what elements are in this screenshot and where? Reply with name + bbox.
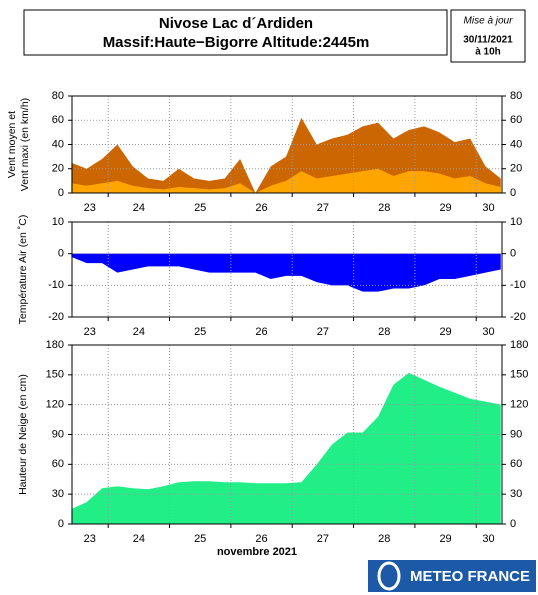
area [71, 168, 501, 193]
y-tick-label: 90 [510, 428, 522, 440]
y-tick-label: 40 [52, 138, 64, 150]
y-tick-label: 10 [510, 216, 522, 228]
y-tick-label: 120 [46, 399, 64, 411]
x-tick-label: 30 [482, 326, 494, 338]
title-line: Nivose Lac d´Ardiden [159, 15, 313, 32]
x-tick-label: 26 [255, 533, 267, 545]
x-tick-label: 24 [133, 533, 145, 545]
area [71, 253, 501, 292]
x-tick-label: 29 [439, 326, 451, 338]
update-date: 30/11/2021 [463, 35, 513, 46]
y-tick-label: 0 [58, 518, 64, 530]
y-tick-label: 150 [46, 369, 64, 381]
y-tick-label: 20 [52, 163, 64, 175]
x-tick-label: 28 [378, 533, 390, 545]
y-axis-label: Température Air (en ˚C) [17, 215, 29, 325]
x-tick-label: 26 [255, 202, 267, 214]
y-tick-label: 0 [58, 187, 64, 199]
x-tick-label: 30 [482, 202, 494, 214]
y-tick-label: 60 [510, 458, 522, 470]
y-tick-label: 180 [46, 339, 64, 351]
y-tick-label: 0 [510, 248, 516, 260]
update-box [450, 9, 526, 63]
update-label: Mise à jour [464, 16, 514, 27]
y-tick-label: -20 [510, 311, 526, 323]
y-tick-label: 90 [52, 428, 64, 440]
area [71, 372, 501, 524]
y-axis-label: Hauteur de Neige (en cm) [17, 374, 29, 495]
x-tick-label: 24 [133, 326, 145, 338]
x-tick-label: 23 [84, 202, 96, 214]
y-axis-label: Vent maxi (en km/h) [19, 98, 31, 191]
area [71, 117, 501, 193]
x-tick-label: 27 [317, 326, 329, 338]
y-tick-label: 30 [510, 488, 522, 500]
y-tick-label: 120 [510, 399, 528, 411]
plot-frame [71, 344, 503, 525]
y-tick-label: 80 [510, 90, 522, 102]
x-tick-label: 23 [84, 533, 96, 545]
x-tick-label: 27 [317, 533, 329, 545]
update-time: à 10h [475, 47, 501, 58]
y-tick-label: 40 [510, 138, 522, 150]
y-tick-label: 80 [52, 90, 64, 102]
x-tick-label: 24 [133, 202, 145, 214]
logo-text: METEO FRANCE [410, 568, 530, 585]
logo-icon [377, 561, 401, 591]
y-tick-label: 0 [510, 187, 516, 199]
y-tick-label: -20 [48, 311, 64, 323]
y-tick-label: 0 [58, 248, 64, 260]
title-box [23, 9, 448, 56]
x-tick-label: 25 [194, 202, 206, 214]
y-tick-label: 60 [510, 114, 522, 126]
x-tick-label: 27 [317, 202, 329, 214]
x-tick-label: 29 [439, 202, 451, 214]
y-tick-label: 60 [52, 458, 64, 470]
y-tick-label: 0 [510, 518, 516, 530]
y-axis-label: Vent moyen et [6, 111, 18, 178]
y-tick-label: 180 [510, 339, 528, 351]
x-axis-label: novembre 2021 [217, 546, 297, 558]
x-tick-label: 28 [378, 326, 390, 338]
y-tick-label: 20 [510, 163, 522, 175]
x-tick-label: 29 [439, 533, 451, 545]
logo: METEO FRANCE [368, 560, 536, 592]
x-tick-label: 26 [255, 326, 267, 338]
plot-frame [71, 95, 503, 194]
x-tick-label: 25 [194, 326, 206, 338]
plot-frame [71, 221, 503, 318]
x-tick-label: 23 [84, 326, 96, 338]
y-tick-label: -10 [48, 279, 64, 291]
y-tick-label: 10 [52, 216, 64, 228]
y-tick-label: 30 [52, 488, 64, 500]
y-tick-label: 60 [52, 114, 64, 126]
title-line: Massif:Haute−Bigorre Altitude:2445m [103, 34, 370, 51]
y-tick-label: -10 [510, 279, 526, 291]
x-tick-label: 30 [482, 533, 494, 545]
x-tick-label: 25 [194, 533, 206, 545]
x-tick-label: 28 [378, 202, 390, 214]
y-tick-label: 150 [510, 369, 528, 381]
